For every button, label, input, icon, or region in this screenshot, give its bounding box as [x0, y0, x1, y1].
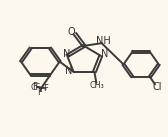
Text: O: O	[67, 27, 75, 36]
Text: NH: NH	[96, 36, 111, 46]
Text: CF: CF	[31, 83, 41, 92]
Text: N: N	[65, 66, 73, 76]
Text: N: N	[63, 49, 70, 59]
Text: F: F	[43, 84, 48, 93]
Text: N: N	[101, 49, 108, 59]
Text: CH₃: CH₃	[90, 81, 105, 90]
Text: ₃: ₃	[43, 85, 46, 91]
Text: Cl: Cl	[152, 82, 162, 92]
Text: F: F	[37, 88, 42, 96]
Text: F: F	[32, 82, 37, 91]
